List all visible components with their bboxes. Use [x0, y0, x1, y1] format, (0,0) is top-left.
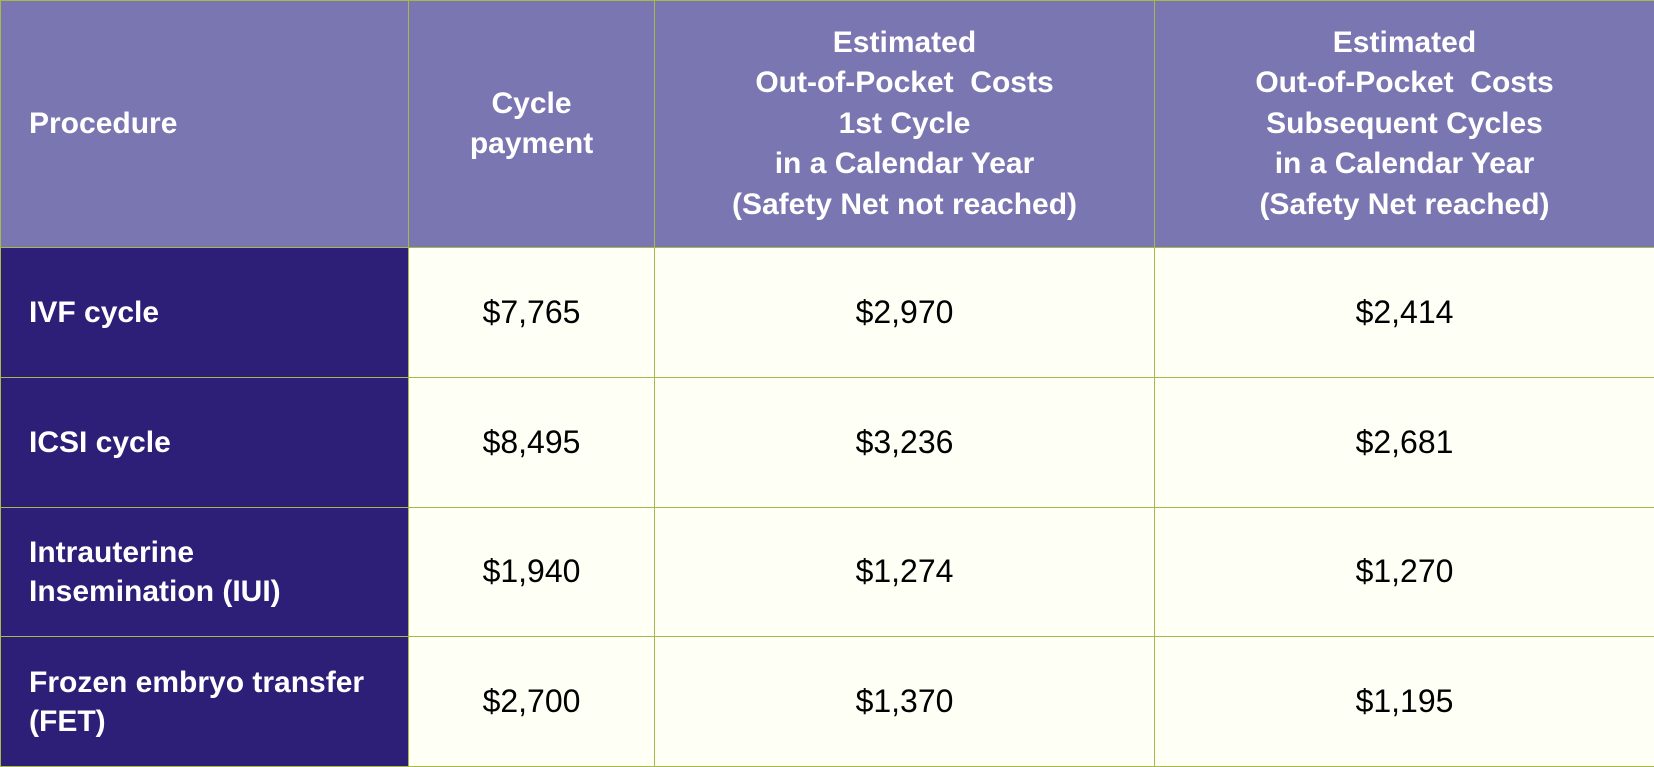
- cell-iui-first: $1,274: [655, 507, 1155, 637]
- header-cycle-payment: Cycle payment: [409, 1, 655, 248]
- cell-ivf-payment: $7,765: [409, 248, 655, 378]
- cell-fet-subsequent: $1,195: [1155, 637, 1654, 767]
- table-row: Frozen embryo transfer (FET) $2,700 $1,3…: [1, 637, 1654, 767]
- row-head-iui: Intrauterine Insemination (IUI): [1, 507, 409, 637]
- header-first-cycle: EstimatedOut-of-Pocket Costs1st Cyclein …: [655, 1, 1155, 248]
- table-row: IVF cycle $7,765 $2,970 $2,414: [1, 248, 1654, 378]
- cell-ivf-first: $2,970: [655, 248, 1155, 378]
- table-row: ICSI cycle $8,495 $3,236 $2,681: [1, 377, 1654, 507]
- cell-fet-payment: $2,700: [409, 637, 655, 767]
- pricing-table: Procedure Cycle payment EstimatedOut-of-…: [0, 0, 1654, 767]
- cell-iui-payment: $1,940: [409, 507, 655, 637]
- row-head-icsi: ICSI cycle: [1, 377, 409, 507]
- row-head-fet: Frozen embryo transfer (FET): [1, 637, 409, 767]
- row-head-ivf: IVF cycle: [1, 248, 409, 378]
- table-row: Intrauterine Insemination (IUI) $1,940 $…: [1, 507, 1654, 637]
- cell-icsi-payment: $8,495: [409, 377, 655, 507]
- cell-icsi-first: $3,236: [655, 377, 1155, 507]
- cell-icsi-subsequent: $2,681: [1155, 377, 1654, 507]
- cell-fet-first: $1,370: [655, 637, 1155, 767]
- cell-iui-subsequent: $1,270: [1155, 507, 1654, 637]
- header-procedure: Procedure: [1, 1, 409, 248]
- table-header-row: Procedure Cycle payment EstimatedOut-of-…: [1, 1, 1654, 248]
- cell-ivf-subsequent: $2,414: [1155, 248, 1654, 378]
- header-subsequent-cycles: EstimatedOut-of-Pocket CostsSubsequent C…: [1155, 1, 1654, 248]
